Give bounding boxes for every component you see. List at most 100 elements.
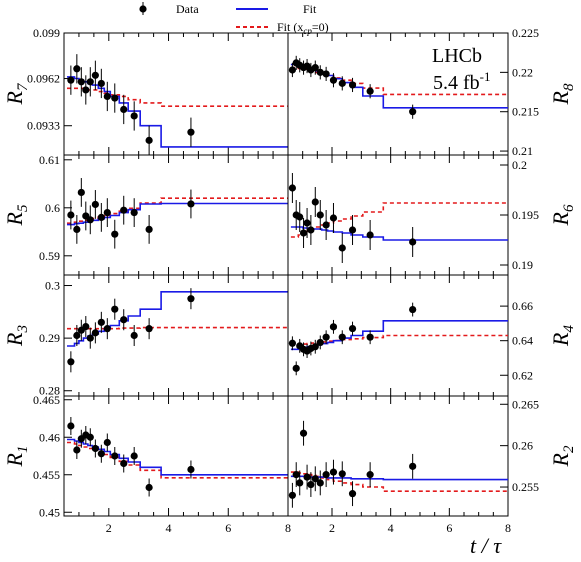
data-point bbox=[329, 323, 338, 331]
data-point bbox=[86, 78, 94, 86]
data-point bbox=[67, 358, 75, 366]
y-tick-label: 0.0962 bbox=[27, 72, 60, 86]
panel-R8: 0.21 0.215 0.22 0.225 R8 bbox=[287, 26, 577, 158]
data-point bbox=[91, 444, 99, 453]
y-tick-label: 0.45 bbox=[39, 505, 60, 519]
y-tick-label: 0.46 bbox=[39, 430, 60, 444]
data-point bbox=[111, 94, 119, 102]
x-tick-label: 6 bbox=[446, 521, 452, 535]
y-axis-title-main: R bbox=[2, 211, 27, 226]
data-point bbox=[187, 128, 195, 136]
data-point bbox=[86, 216, 94, 224]
data-point bbox=[67, 76, 75, 84]
y-tick-label: 0.225 bbox=[512, 26, 539, 40]
y-axis-title-R5: R5 bbox=[2, 204, 31, 226]
legend-fit-null-label-end: =0) bbox=[312, 20, 329, 34]
data-point bbox=[73, 446, 81, 454]
y-tick-label: 0.26 bbox=[512, 439, 533, 453]
data-point bbox=[409, 238, 417, 246]
panel-R5: 0.59 0.6 0.61 R5 bbox=[2, 153, 289, 276]
y-axis-title-sub: 7 bbox=[15, 82, 31, 91]
data-point bbox=[366, 471, 374, 479]
y-tick-label: 0.2 bbox=[512, 158, 527, 172]
y-tick-label: 0.195 bbox=[512, 208, 539, 222]
data-point bbox=[288, 491, 296, 499]
data-point bbox=[111, 305, 119, 313]
data-point bbox=[130, 209, 138, 217]
x-axis-title: t / τ bbox=[470, 533, 502, 558]
data-point bbox=[311, 198, 319, 206]
panel-frame bbox=[63, 154, 289, 276]
data-point bbox=[366, 87, 374, 95]
y-tick-label: 0.255 bbox=[512, 480, 539, 494]
data-point bbox=[409, 108, 417, 116]
data-point bbox=[103, 209, 111, 217]
y-tick-label: 0.6 bbox=[45, 201, 60, 215]
y-axis-title-R2: R2 bbox=[548, 445, 577, 467]
data-point bbox=[316, 211, 324, 219]
data-point bbox=[316, 479, 324, 487]
data-point bbox=[103, 438, 111, 447]
y-tick-label: 0.64 bbox=[512, 334, 533, 348]
data-point bbox=[322, 221, 330, 229]
data-point bbox=[67, 211, 75, 219]
data-point bbox=[187, 295, 195, 303]
fit-null-curve-R3 bbox=[67, 326, 288, 330]
data-point bbox=[311, 475, 319, 483]
data-point bbox=[311, 343, 319, 351]
data-point bbox=[111, 452, 119, 460]
data-point bbox=[120, 316, 128, 324]
fit-null-curve-R1 bbox=[67, 441, 288, 479]
data-point bbox=[103, 92, 111, 101]
data-point bbox=[348, 226, 357, 234]
y-axis-title-main: R bbox=[2, 452, 27, 467]
y-tick-label: 0.29 bbox=[39, 331, 60, 345]
data-point bbox=[288, 339, 296, 347]
y-axis-title-R7: R7 bbox=[2, 82, 31, 105]
data-point bbox=[130, 331, 138, 340]
data-point bbox=[120, 105, 128, 114]
data-point bbox=[296, 213, 304, 221]
y-axis-title-sub: 2 bbox=[561, 445, 577, 453]
data-point bbox=[145, 325, 153, 333]
data-point bbox=[130, 112, 138, 120]
x-tick-label: 8 bbox=[505, 521, 511, 535]
panel-R4: 0.62 0.64 0.66 R4 bbox=[287, 274, 577, 397]
data-point bbox=[348, 490, 357, 498]
y-axis-title-main: R bbox=[548, 452, 573, 467]
data-point bbox=[91, 200, 99, 209]
data-point bbox=[303, 219, 311, 227]
data-point bbox=[91, 71, 99, 79]
luminosity-value: 5.4 fb bbox=[433, 72, 480, 94]
data-point bbox=[187, 200, 195, 208]
fit-null-curve-R7 bbox=[67, 87, 288, 107]
panel-frame bbox=[63, 32, 289, 156]
data-point bbox=[322, 70, 330, 78]
x-tick-label: 2 bbox=[329, 521, 335, 535]
data-point bbox=[97, 318, 105, 326]
y-tick-label: 0.265 bbox=[512, 397, 539, 411]
data-point bbox=[145, 136, 153, 144]
fit-curve-R3 bbox=[67, 291, 288, 347]
y-tick-label: 0.3 bbox=[45, 279, 60, 293]
panel-frame bbox=[63, 395, 289, 517]
legend-fit-label: Fit bbox=[303, 2, 317, 16]
data-point bbox=[311, 64, 319, 72]
y-tick-label: 0.22 bbox=[512, 65, 533, 79]
data-point bbox=[73, 65, 81, 73]
panels: 0.09330.09620.099R70.210.2150.220.225R80… bbox=[2, 26, 577, 535]
y-axis-title-R1: R1 bbox=[2, 446, 31, 468]
y-axis-title-R4: R4 bbox=[548, 325, 577, 347]
legend-data-label: Data bbox=[176, 2, 199, 16]
data-point bbox=[111, 230, 119, 238]
data-point bbox=[67, 422, 75, 430]
y-axis-title-main: R bbox=[2, 90, 27, 105]
data-point bbox=[366, 231, 374, 239]
y-axis-title-sub: 3 bbox=[15, 325, 31, 334]
data-point bbox=[120, 206, 128, 214]
x-tick-label: 6 bbox=[225, 521, 231, 535]
data-point bbox=[299, 229, 308, 237]
panel-frame bbox=[287, 274, 509, 397]
data-point bbox=[316, 68, 324, 76]
